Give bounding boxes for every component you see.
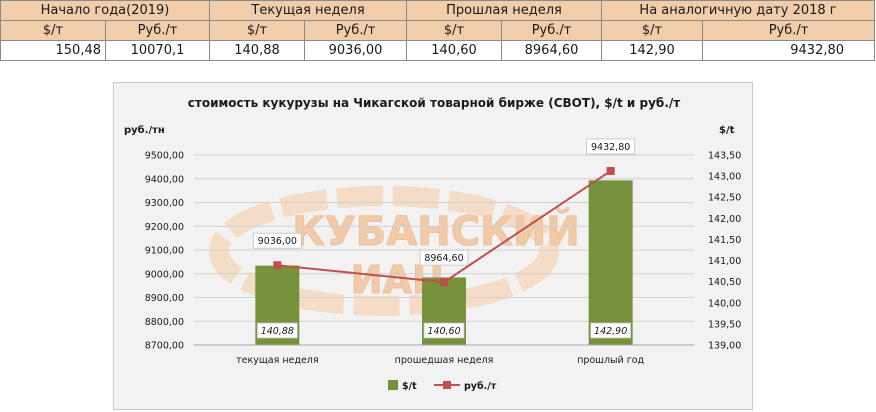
y-tick-label: 9200,00 (145, 222, 184, 233)
bar (588, 180, 633, 345)
legend-swatch-bar (388, 380, 398, 390)
y2-tick-label: 143,00 (708, 172, 741, 183)
bar-data-label: 142,90 (594, 326, 627, 337)
line-label-box (252, 232, 302, 249)
value-cell: 9432,80 (702, 40, 876, 61)
line-marker (606, 166, 615, 175)
chart-title: стоимость кукурузы на Чикагской товарной… (188, 96, 680, 110)
y2-tick-label: 141,00 (708, 256, 741, 267)
corn-price-chart: КУБАНСКИЙ ИАЦ стоимость кукурузы на Чика… (113, 82, 753, 410)
bar-label-box (590, 322, 632, 339)
x-tick-label: прошлый год (577, 355, 644, 366)
y-tick-label: 8900,00 (145, 293, 184, 304)
period-header: Прошлая неделя (406, 0, 603, 21)
y2-tick-label: 139,00 (708, 341, 741, 352)
y-tick-label: 8800,00 (145, 317, 184, 328)
y2-tick-label: 143,50 (708, 151, 741, 162)
y2-tick-label: 139,50 (708, 319, 741, 330)
line-label-box (419, 249, 469, 266)
unit-header: Руб./т (105, 20, 210, 41)
unit-header: Руб./т (702, 20, 876, 41)
y-tick-label: 9300,00 (145, 198, 184, 209)
value-cell: 140,60 (406, 40, 503, 61)
line-marker (273, 261, 282, 270)
x-tick-label: прошедшая неделя (395, 355, 494, 366)
unit-header: Руб./т (303, 20, 408, 41)
value-cell: 142,90 (601, 40, 704, 61)
y2-tick-label: 142,50 (708, 193, 741, 204)
value-cell: 8964,60 (501, 40, 603, 61)
period-header: На аналогичную дату 2018 г (601, 0, 876, 21)
unit-header: $/т (0, 20, 106, 41)
unit-header: $/т (209, 20, 305, 41)
line-data-label: 9432,80 (591, 142, 630, 153)
y-tick-label: 9000,00 (145, 269, 184, 280)
y-tick-label: 9400,00 (145, 174, 184, 185)
line-data-label: 8964,60 (424, 253, 463, 264)
y-tick-label: 9100,00 (145, 246, 184, 257)
bar-label-box (256, 322, 298, 339)
x-tick-label: текущая неделя (236, 355, 318, 366)
y-axis-title: руб./тн (124, 124, 165, 136)
legend-swatch-marker (443, 381, 451, 389)
y2-axis-title: $/t (719, 125, 735, 136)
summary-table: Начало года(2019) Текущая неделя Прошлая… (0, 0, 876, 61)
line-marker (440, 278, 448, 287)
unit-header: Руб./т (501, 20, 603, 41)
value-cell: 10070,1 (105, 40, 210, 61)
y2-tick-label: 141,50 (708, 235, 741, 246)
y2-tick-label: 140,50 (708, 277, 741, 288)
y2-tick-label: 142,00 (708, 214, 741, 225)
line-label-box (586, 138, 636, 155)
bar-data-label: 140,88 (261, 326, 294, 337)
y-tick-label: 9500,00 (145, 151, 184, 162)
legend-label: $/t (402, 381, 417, 392)
line-data-label: 9036,00 (258, 236, 297, 247)
unit-header-row: $/т Руб./т $/т Руб./т $/т Руб./т $/т Руб… (0, 20, 876, 41)
value-cell: 140,88 (209, 40, 305, 61)
y2-tick-label: 140,00 (708, 298, 741, 309)
bar-data-label: 140,60 (427, 326, 460, 337)
y-tick-label: 8700,00 (145, 341, 184, 352)
value-cell: 9036,00 (303, 40, 408, 61)
unit-header: $/т (406, 20, 503, 41)
value-row: 150,48 10070,1 140,88 9036,00 140,60 896… (0, 40, 876, 61)
bar-label-box (423, 322, 465, 339)
period-header-row: Начало года(2019) Текущая неделя Прошлая… (0, 0, 876, 21)
unit-header: $/т (601, 20, 704, 41)
legend-label: руб./т (464, 381, 497, 392)
period-header: Начало года(2019) (0, 0, 210, 21)
value-cell: 150,48 (0, 40, 106, 61)
period-header: Текущая неделя (208, 0, 408, 21)
watermark-text: КУБАНСКИЙ (292, 207, 579, 255)
chart-canvas: КУБАНСКИЙ ИАЦ стоимость кукурузы на Чика… (124, 96, 741, 392)
